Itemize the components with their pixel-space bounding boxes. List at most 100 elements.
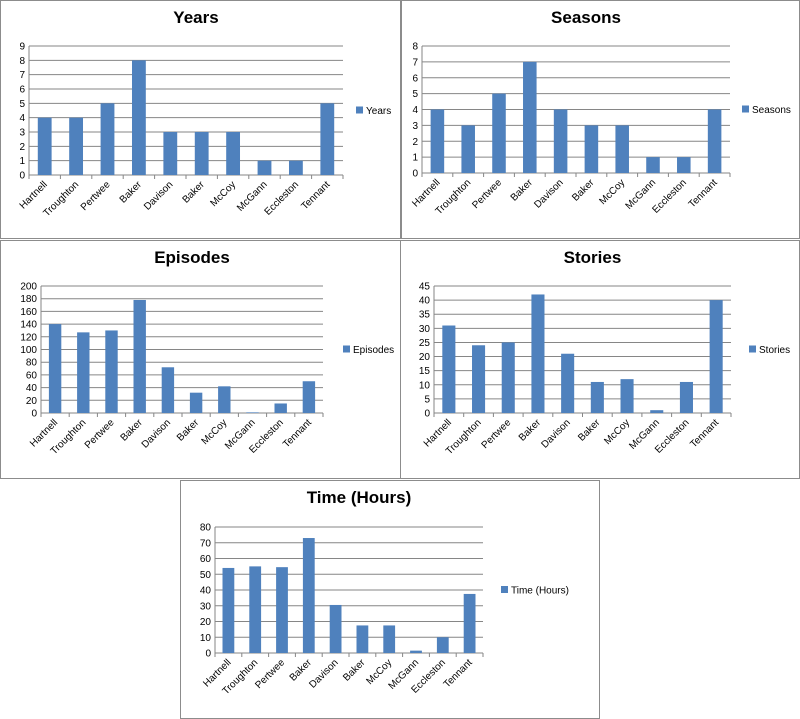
bar: [679, 381, 693, 413]
legend-swatch: [501, 586, 508, 593]
y-tick-label: 50: [200, 570, 212, 581]
x-tick-label: Davison: [142, 179, 175, 212]
x-tick-label: Baker: [570, 177, 597, 204]
x-tick-label: Pertwee: [79, 179, 113, 213]
bar: [501, 342, 515, 413]
y-tick-label: 120: [20, 332, 37, 343]
legend-label: Years: [366, 106, 391, 117]
x-tick-label: McCoy: [598, 177, 628, 207]
y-tick-label: 0: [19, 171, 25, 182]
y-tick-label: 80: [200, 523, 212, 534]
x-tick-label: Tennant: [281, 417, 314, 450]
bar: [105, 330, 118, 413]
bar: [218, 386, 231, 413]
legend-swatch: [742, 105, 749, 113]
bar: [531, 294, 545, 413]
x-tick-label: Pertwee: [83, 417, 117, 451]
y-tick-label: 8: [412, 42, 418, 53]
chart-svg: Time (Hours)01020304050607080HartnellTro…: [200, 488, 569, 697]
x-tick-label: Baker: [181, 179, 208, 206]
y-tick-label: 7: [412, 57, 418, 68]
y-tick-label: 4: [412, 105, 418, 116]
bar: [37, 117, 52, 175]
bar: [436, 637, 449, 653]
bar: [77, 332, 90, 413]
y-tick-label: 30: [419, 324, 431, 335]
y-tick-label: 0: [205, 649, 211, 660]
x-tick-label: Baker: [119, 417, 146, 444]
y-tick-label: 0: [424, 409, 430, 420]
bar: [356, 625, 369, 653]
bar: [100, 103, 115, 175]
bar: [288, 160, 303, 175]
x-tick-label: Pertwee: [470, 177, 504, 211]
y-tick-label: 2: [19, 142, 25, 153]
y-tick-label: 70: [200, 538, 212, 549]
y-tick-label: 5: [424, 394, 430, 405]
y-tick-label: 1: [412, 153, 418, 164]
bar: [410, 650, 422, 653]
legend-swatch: [356, 106, 363, 114]
legend-label: Episodes: [353, 345, 394, 356]
y-tick-label: 40: [419, 296, 431, 307]
chart-svg: Seasons012345678HartnellTroughtonPertwee…: [410, 8, 791, 217]
bar: [133, 299, 146, 413]
x-tick-label: Davison: [140, 417, 173, 450]
y-tick-label: 40: [200, 586, 212, 597]
y-tick-label: 6: [19, 85, 25, 96]
bar: [646, 157, 660, 173]
y-tick-label: 10: [200, 633, 212, 644]
x-tick-label: Baker: [576, 417, 603, 444]
chart-svg: Episodes020406080100120140160180200Hartn…: [20, 248, 394, 457]
bar: [650, 410, 664, 413]
y-tick-label: 25: [419, 338, 431, 349]
y-tick-label: 160: [20, 307, 37, 318]
x-tick-label: Baker: [175, 417, 202, 444]
bar: [222, 567, 235, 653]
bar: [472, 345, 486, 413]
legend-label: Time (Hours): [511, 586, 569, 597]
bar: [257, 160, 272, 175]
bar: [442, 325, 456, 413]
legend-label: Stories: [759, 345, 790, 356]
bar: [561, 353, 575, 413]
bar: [615, 125, 629, 173]
x-tick-label: Davison: [539, 417, 572, 450]
y-tick-label: 20: [26, 396, 38, 407]
chart-stories: Stories 0 5 10 15 20 25 30 35 40 45 Hartnell Trought…: [400, 240, 800, 479]
bar: [707, 109, 722, 173]
x-tick-label: McCoy: [208, 179, 238, 209]
y-tick-label: 0: [31, 409, 37, 420]
x-tick-label: Tennant: [442, 657, 475, 690]
bar: [430, 109, 445, 173]
y-tick-label: 100: [20, 345, 37, 356]
chart-seasons: Seasons 0 1 2 3 4 5 6 7 8 Hartnell Troughton Pertwee…: [401, 0, 800, 239]
bar: [302, 381, 316, 413]
x-tick-label: Pertwee: [253, 657, 287, 691]
x-tick-label: Baker: [118, 179, 145, 206]
bar: [523, 61, 537, 173]
y-tick-label: 2: [412, 137, 418, 148]
chart-title: Episodes: [154, 248, 230, 267]
chart-title: Seasons: [551, 8, 621, 27]
bar: [226, 132, 241, 175]
bar: [302, 538, 315, 653]
y-tick-label: 15: [419, 366, 431, 377]
bar: [584, 125, 599, 173]
y-tick-label: 180: [20, 294, 37, 305]
y-tick-label: 80: [26, 358, 38, 369]
bar: [246, 412, 259, 413]
y-tick-label: 5: [412, 89, 418, 100]
y-tick-label: 60: [200, 554, 212, 565]
x-tick-label: Baker: [517, 417, 544, 444]
bar: [709, 300, 723, 413]
bar: [276, 567, 288, 653]
legend-label: Seasons: [752, 105, 791, 116]
x-tick-label: Tennant: [688, 417, 721, 450]
y-tick-label: 20: [200, 617, 212, 628]
y-tick-label: 7: [19, 70, 25, 81]
y-tick-label: 200: [20, 282, 37, 293]
bar: [194, 132, 209, 175]
bar: [161, 367, 175, 413]
